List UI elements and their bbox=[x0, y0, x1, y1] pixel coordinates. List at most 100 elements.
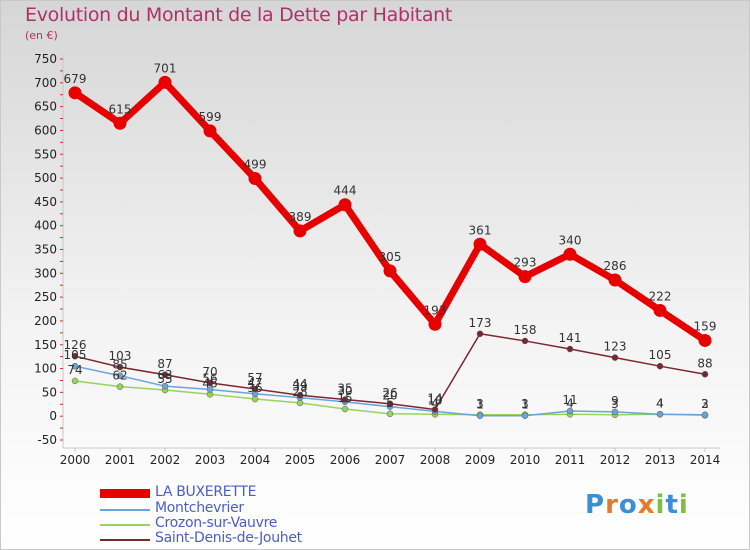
y-tick-label: 400 bbox=[34, 219, 57, 233]
data-point-crozon-sur-vauvre bbox=[71, 377, 79, 385]
data-point-saint-denis-de-jouhet bbox=[476, 330, 484, 338]
data-label-la-buxerette: 701 bbox=[154, 61, 177, 75]
data-point-montchevrier bbox=[116, 372, 124, 379]
data-point-crozon-sur-vauvre bbox=[341, 405, 349, 413]
data-label-montchevrier: 105 bbox=[64, 348, 87, 362]
x-tick-label: 2008 bbox=[420, 453, 451, 467]
data-label-la-buxerette: 286 bbox=[604, 259, 627, 273]
data-point-la-buxerette bbox=[248, 172, 262, 186]
y-tick-label: 750 bbox=[34, 52, 57, 66]
data-point-montchevrier bbox=[206, 386, 214, 393]
y-tick-label: 0 bbox=[49, 409, 57, 423]
data-point-la-buxerette bbox=[158, 75, 172, 89]
data-label-saint-denis-de-jouhet: 126 bbox=[64, 338, 87, 352]
data-label-saint-denis-de-jouhet: 103 bbox=[109, 349, 132, 363]
data-point-la-buxerette bbox=[113, 116, 127, 130]
proxiti-logo: Proxiti bbox=[585, 490, 689, 520]
data-point-saint-denis-de-jouhet bbox=[521, 337, 529, 345]
data-point-la-buxerette bbox=[338, 198, 352, 212]
data-label-saint-denis-de-jouhet: 105 bbox=[649, 348, 672, 362]
legend-swatch bbox=[100, 524, 150, 526]
data-point-saint-denis-de-jouhet bbox=[161, 371, 169, 379]
y-tick-label: 450 bbox=[34, 195, 57, 209]
unit-label: (en €) bbox=[25, 29, 58, 42]
data-point-la-buxerette bbox=[383, 264, 397, 278]
y-tick-label: 100 bbox=[34, 362, 57, 376]
y-tick-label: 700 bbox=[34, 76, 57, 90]
data-point-la-buxerette bbox=[473, 237, 487, 251]
data-label-crozon-sur-vauvre: 4 bbox=[656, 396, 664, 410]
data-label-montchevrier: 9 bbox=[611, 394, 619, 408]
data-label-la-buxerette: 193 bbox=[424, 303, 447, 317]
y-tick-label: 600 bbox=[34, 123, 57, 137]
y-tick-label: 350 bbox=[34, 243, 57, 257]
y-tick-label: 50 bbox=[42, 385, 57, 399]
data-point-saint-denis-de-jouhet bbox=[296, 391, 304, 399]
y-tick-label: 300 bbox=[34, 266, 57, 280]
x-tick-label: 2010 bbox=[510, 453, 541, 467]
y-tick-label: 650 bbox=[34, 100, 57, 114]
data-point-saint-denis-de-jouhet bbox=[656, 362, 664, 370]
logo-letter: P bbox=[585, 490, 606, 520]
data-point-montchevrier bbox=[71, 362, 79, 370]
x-tick-label: 2005 bbox=[285, 453, 316, 467]
y-tick-label: 550 bbox=[34, 147, 57, 161]
data-label-la-buxerette: 444 bbox=[334, 184, 357, 198]
data-label-montchevrier: 3 bbox=[701, 397, 709, 411]
data-point-montchevrier bbox=[611, 408, 619, 416]
data-label-saint-denis-de-jouhet: 123 bbox=[604, 340, 627, 354]
data-label-montchevrier: 20 bbox=[382, 389, 397, 403]
data-point-saint-denis-de-jouhet bbox=[611, 354, 619, 361]
data-label-la-buxerette: 305 bbox=[379, 250, 402, 264]
data-label-crozon-sur-vauvre: 4 bbox=[566, 396, 574, 410]
y-tick-label: 250 bbox=[34, 290, 57, 304]
data-label-crozon-sur-vauvre: 55 bbox=[157, 372, 172, 386]
data-point-la-buxerette bbox=[563, 247, 577, 261]
data-label-montchevrier: 30 bbox=[337, 384, 352, 398]
logo-letter: r bbox=[605, 490, 619, 520]
logo-letter: o bbox=[618, 490, 638, 520]
data-label-montchevrier: 63 bbox=[157, 368, 172, 382]
x-tick-label: 2012 bbox=[600, 453, 631, 467]
data-label-la-buxerette: 615 bbox=[109, 102, 132, 116]
data-point-montchevrier bbox=[566, 407, 574, 415]
x-tick-label: 2011 bbox=[555, 453, 586, 467]
data-label-crozon-sur-vauvre: 62 bbox=[112, 369, 127, 383]
data-label-crozon-sur-vauvre: 2 bbox=[701, 397, 709, 411]
data-point-la-buxerette bbox=[68, 86, 82, 100]
data-label-crozon-sur-vauvre: 3 bbox=[521, 397, 529, 411]
data-label-montchevrier: 85 bbox=[112, 358, 127, 372]
data-label-montchevrier: 1 bbox=[476, 398, 484, 412]
data-label-saint-denis-de-jouhet: 173 bbox=[469, 316, 492, 330]
logo-letter: i bbox=[678, 490, 689, 520]
data-point-saint-denis-de-jouhet bbox=[116, 363, 124, 371]
legend-label: Crozon-sur-Vauvre bbox=[155, 515, 278, 531]
data-point-montchevrier bbox=[656, 411, 664, 418]
data-point-saint-denis-de-jouhet bbox=[431, 406, 439, 413]
y-tick-label: 200 bbox=[34, 314, 57, 328]
x-tick-label: 2000 bbox=[60, 453, 91, 467]
x-tick-label: 2004 bbox=[240, 453, 271, 467]
data-label-saint-denis-de-jouhet: 88 bbox=[697, 356, 712, 370]
data-point-saint-denis-de-jouhet bbox=[701, 371, 709, 378]
data-label-la-buxerette: 499 bbox=[244, 158, 267, 172]
x-tick-label: 2003 bbox=[195, 453, 226, 467]
legend-label: LA BUXERETTE bbox=[155, 484, 257, 500]
data-label-la-buxerette: 159 bbox=[694, 319, 717, 333]
x-tick-label: 2002 bbox=[150, 453, 181, 467]
data-point-crozon-sur-vauvre bbox=[116, 383, 124, 390]
data-point-saint-denis-de-jouhet bbox=[206, 379, 214, 387]
data-label-saint-denis-de-jouhet: 141 bbox=[559, 331, 582, 345]
legend-label: Montchevrier bbox=[155, 500, 244, 516]
data-label-saint-denis-de-jouhet: 158 bbox=[514, 323, 537, 337]
y-tick-label: 500 bbox=[34, 171, 57, 185]
data-label-la-buxerette: 389 bbox=[289, 210, 312, 224]
data-point-montchevrier bbox=[161, 382, 169, 390]
data-point-la-buxerette bbox=[293, 224, 307, 238]
legend-swatch bbox=[100, 539, 150, 541]
x-tick-label: 2007 bbox=[375, 453, 406, 467]
data-label-montchevrier: 1 bbox=[521, 398, 529, 412]
data-label-montchevrier: 39 bbox=[292, 380, 307, 394]
legend-label: Saint-Denis-de-Jouhet bbox=[155, 530, 302, 546]
x-tick-label: 2006 bbox=[330, 453, 361, 467]
